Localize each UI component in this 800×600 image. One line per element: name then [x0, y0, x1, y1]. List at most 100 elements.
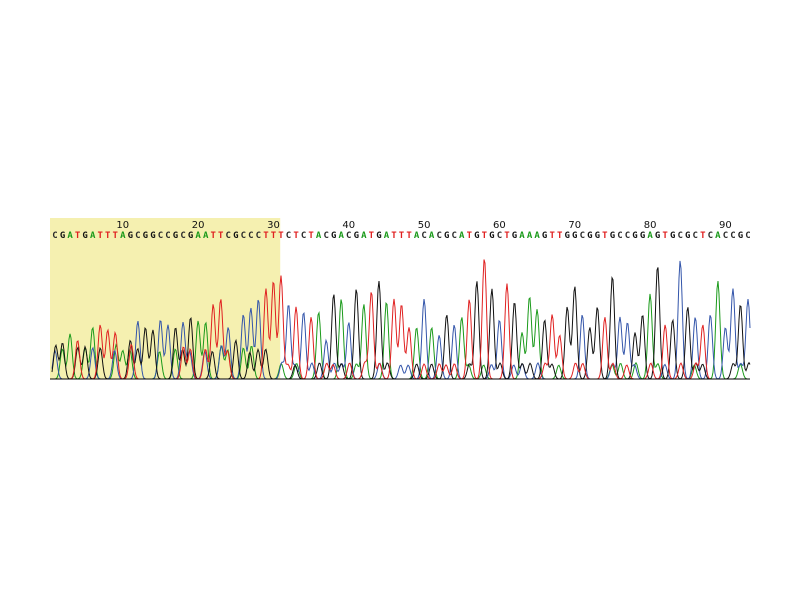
base-call: C: [165, 231, 170, 241]
base-call: G: [331, 231, 336, 241]
base-call: T: [369, 231, 375, 241]
base-call: G: [512, 231, 517, 241]
base-call: C: [248, 231, 253, 241]
base-call: G: [685, 231, 690, 241]
base-call: C: [286, 231, 291, 241]
tick-label: 50: [418, 220, 431, 231]
base-call: C: [693, 231, 698, 241]
tick-label: 30: [267, 220, 280, 231]
base-call: C: [301, 231, 306, 241]
base-call: G: [474, 231, 479, 241]
base-call: T: [308, 231, 314, 241]
base-call: T: [557, 231, 563, 241]
base-call: G: [489, 231, 494, 241]
base-call: A: [534, 231, 540, 241]
base-call: T: [113, 231, 119, 241]
base-call: A: [361, 231, 367, 241]
base-call: C: [421, 231, 426, 241]
base-call: C: [497, 231, 502, 241]
base-call: G: [60, 231, 65, 241]
base-call: G: [670, 231, 675, 241]
base-call: A: [715, 231, 721, 241]
base-call: G: [640, 231, 645, 241]
base-call: C: [52, 231, 57, 241]
base-call: G: [444, 231, 449, 241]
base-call: C: [745, 231, 750, 241]
base-call: G: [655, 231, 660, 241]
base-call: A: [527, 231, 533, 241]
base-call: A: [384, 231, 390, 241]
base-call: C: [323, 231, 328, 241]
base-call: A: [414, 231, 420, 241]
base-call: G: [173, 231, 178, 241]
tick-label: 60: [493, 220, 506, 231]
base-call: G: [354, 231, 359, 241]
highlight-region: [50, 218, 281, 379]
base-call: A: [339, 231, 345, 241]
tick-label: 10: [116, 220, 129, 231]
base-call: G: [632, 231, 637, 241]
base-call: G: [610, 231, 615, 241]
base-call: C: [617, 231, 622, 241]
base-call: A: [195, 231, 201, 241]
base-call: C: [580, 231, 585, 241]
base-call: G: [565, 231, 570, 241]
base-call: G: [233, 231, 238, 241]
base-call: G: [188, 231, 193, 241]
base-call: T: [271, 231, 277, 241]
base-call: A: [519, 231, 525, 241]
base-call: A: [459, 231, 465, 241]
base-call: C: [346, 231, 351, 241]
base-call: A: [90, 231, 96, 241]
base-call: T: [278, 231, 284, 241]
tick-label: 40: [342, 220, 355, 231]
base-call: T: [662, 231, 668, 241]
base-call: C: [677, 231, 682, 241]
base-call: T: [391, 231, 397, 241]
base-call: T: [218, 231, 224, 241]
base-call: G: [738, 231, 743, 241]
base-call: A: [67, 231, 73, 241]
base-call: G: [572, 231, 577, 241]
base-call: C: [730, 231, 735, 241]
base-call: C: [158, 231, 163, 241]
base-call: G: [128, 231, 133, 241]
base-call: T: [75, 231, 81, 241]
base-call: T: [549, 231, 555, 241]
base-call: G: [595, 231, 600, 241]
base-call: G: [150, 231, 155, 241]
base-call: C: [452, 231, 457, 241]
base-call: T: [602, 231, 608, 241]
base-call: T: [482, 231, 488, 241]
base-call: A: [316, 231, 322, 241]
trace-c: [51, 260, 751, 380]
base-call: T: [210, 231, 216, 241]
base-call: C: [241, 231, 246, 241]
base-call: C: [708, 231, 713, 241]
base-call: T: [399, 231, 405, 241]
base-call: C: [436, 231, 441, 241]
tick-label: 20: [192, 220, 205, 231]
tick-label: 90: [719, 220, 732, 231]
base-call: A: [429, 231, 435, 241]
tick-label: 70: [568, 220, 581, 231]
base-call: C: [180, 231, 185, 241]
base-call: T: [263, 231, 269, 241]
base-call: G: [542, 231, 547, 241]
base-call: T: [467, 231, 473, 241]
tick-label: 80: [644, 220, 657, 231]
base-call: C: [625, 231, 630, 241]
position-ticks: 10 20 30 40 50 60 70 80 90: [116, 220, 731, 231]
base-call: T: [406, 231, 412, 241]
base-call: A: [647, 231, 653, 241]
base-call: T: [504, 231, 510, 241]
base-call: G: [587, 231, 592, 241]
base-call: T: [97, 231, 103, 241]
base-call: A: [203, 231, 209, 241]
base-call: G: [82, 231, 87, 241]
base-call: G: [143, 231, 148, 241]
base-call: C: [226, 231, 231, 241]
base-call: C: [256, 231, 261, 241]
